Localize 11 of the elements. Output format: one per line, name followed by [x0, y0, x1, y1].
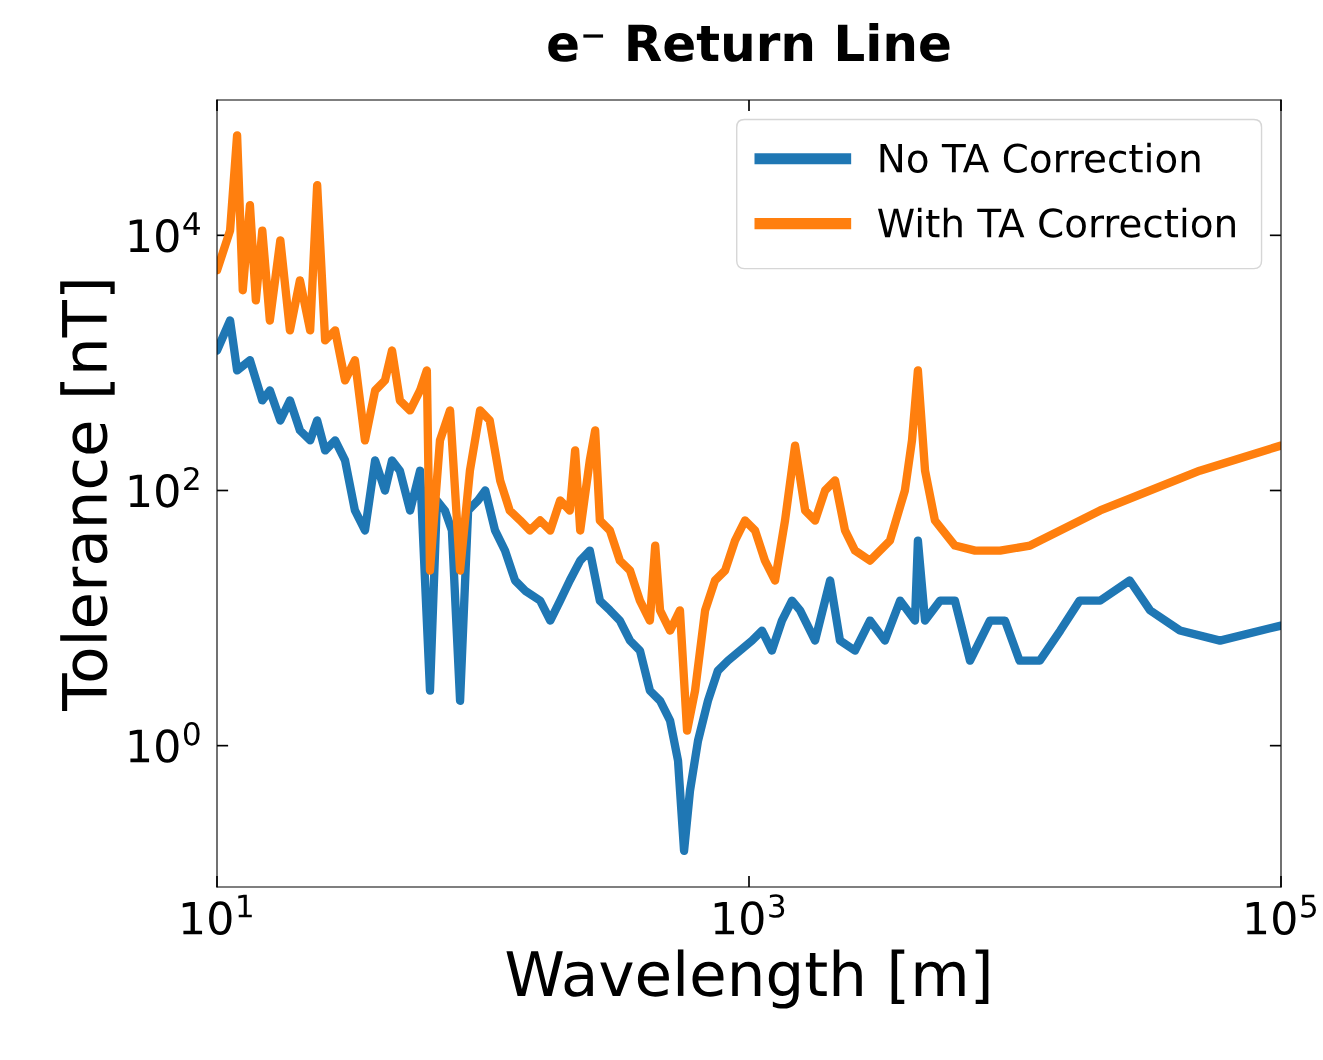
y-tick-label: 10$^{4}$	[129, 212, 200, 253]
legend-label: No TA Correction	[880, 142, 1200, 173]
chart-title: e⁻ Return Line	[548, 23, 950, 62]
x-axis-title: Wavelength [m]	[506, 949, 989, 1009]
x-tick-label: 10$^{1}$	[182, 894, 252, 935]
y-tick-label: 10$^{0}$	[129, 722, 200, 763]
y-axis-title: Tolerance [nT]	[60, 281, 115, 711]
x-tick-label: 10$^{3}$	[714, 894, 785, 935]
x-tick-label: 10$^{5}$	[1246, 894, 1316, 935]
legend-label: With TA Correction	[878, 207, 1235, 238]
y-tick-label: 10$^{2}$	[129, 466, 199, 508]
